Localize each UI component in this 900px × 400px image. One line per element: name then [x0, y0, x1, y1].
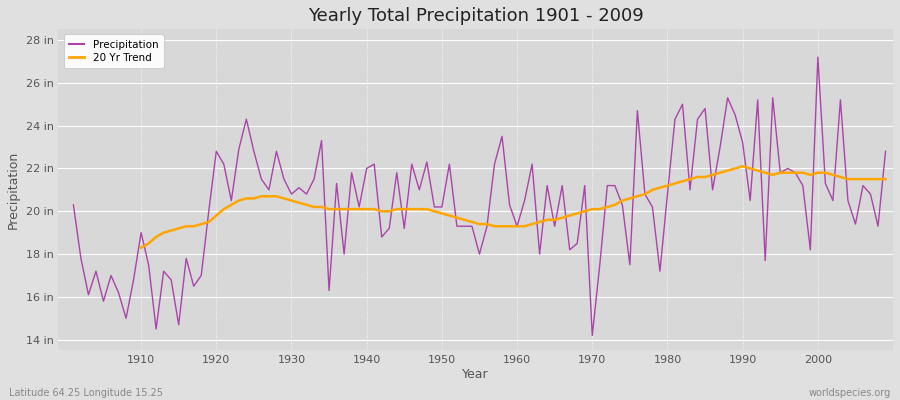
Text: Latitude 64.25 Longitude 15.25: Latitude 64.25 Longitude 15.25	[9, 388, 163, 398]
Legend: Precipitation, 20 Yr Trend: Precipitation, 20 Yr Trend	[64, 34, 164, 68]
Text: worldspecies.org: worldspecies.org	[809, 388, 891, 398]
X-axis label: Year: Year	[463, 368, 489, 381]
Y-axis label: Precipitation: Precipitation	[7, 151, 20, 229]
Title: Yearly Total Precipitation 1901 - 2009: Yearly Total Precipitation 1901 - 2009	[308, 7, 644, 25]
